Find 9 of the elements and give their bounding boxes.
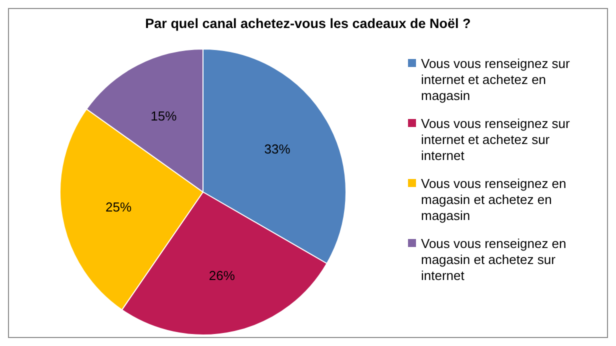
data-label: 26% xyxy=(208,268,236,284)
legend-label: Vous vous renseignez en magasin et achetez en magasin xyxy=(421,176,566,223)
data-label: 33% xyxy=(264,142,291,157)
data-label: 25% xyxy=(105,199,132,214)
data-label: 15% xyxy=(150,108,178,124)
legend-label: Vous vous renseignez sur internet et achetez en magasin xyxy=(421,56,571,103)
legend-label: Vous vous renseignez sur internet et achetez sur internet xyxy=(421,116,571,163)
chart-title: Par quel canal achetez-vous les cadeaux de Noël ? xyxy=(145,16,471,31)
legend-label: Vous vous renseignez en magasin et achetez sur internet xyxy=(421,236,566,283)
